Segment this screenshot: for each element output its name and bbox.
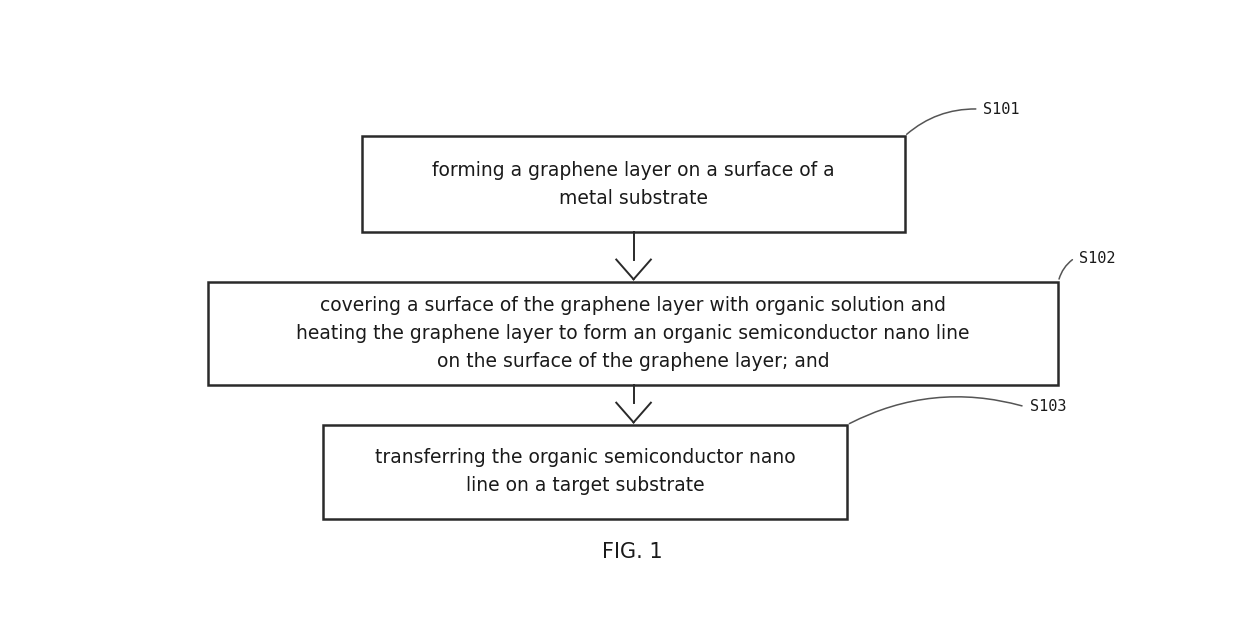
Bar [324,425,847,519]
Text: S101: S101 [983,101,1019,117]
Bar [208,282,1058,385]
Text: transferring the organic semiconductor nano
line on a target substrate: transferring the organic semiconductor n… [374,448,795,495]
Text: S103: S103 [1029,399,1066,414]
Text: covering a surface of the graphene layer with organic solution and
heating the g: covering a surface of the graphene layer… [296,296,970,371]
Text: FIG. 1: FIG. 1 [603,542,663,562]
Text: forming a graphene layer on a surface of a
metal substrate: forming a graphene layer on a surface of… [432,161,835,208]
Bar [362,136,904,233]
Text: S102: S102 [1080,251,1116,265]
